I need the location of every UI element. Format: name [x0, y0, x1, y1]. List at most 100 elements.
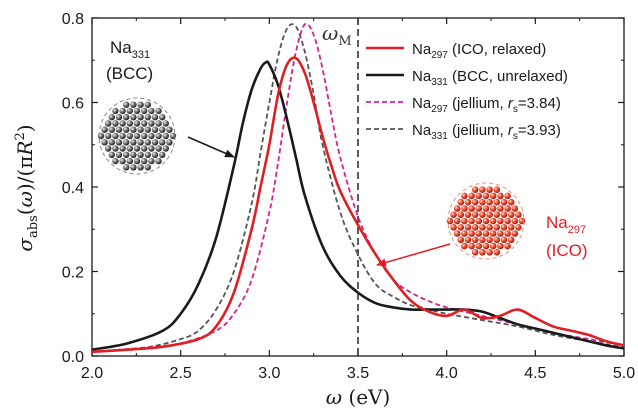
atom [130, 101, 137, 108]
atom [130, 164, 137, 171]
atom [155, 107, 162, 115]
atom [115, 139, 123, 146]
atom [497, 217, 504, 225]
atom [115, 151, 123, 158]
atom [144, 151, 151, 158]
atom [148, 132, 155, 140]
atom [482, 242, 490, 250]
atom [130, 114, 137, 121]
atom [489, 192, 497, 200]
atom [500, 211, 508, 218]
y-tick-label: 0.4 [62, 180, 84, 197]
atom [151, 139, 159, 146]
atom [155, 157, 162, 165]
atom [108, 126, 116, 133]
atom [141, 120, 148, 127]
atom [497, 192, 504, 200]
atom [119, 120, 126, 127]
atom [123, 164, 130, 171]
atom [155, 120, 162, 127]
atom [453, 205, 461, 212]
x-axis-label: ω (eV) [326, 385, 391, 409]
atom [479, 211, 486, 218]
x-tick-label: 4.5 [524, 365, 546, 382]
atom [123, 139, 130, 146]
atom [130, 151, 137, 158]
atom [450, 224, 457, 231]
y-tick-label: 0.0 [62, 349, 84, 366]
atom [144, 114, 151, 121]
atom [511, 217, 519, 225]
atom [504, 217, 511, 225]
atom [137, 114, 144, 121]
atom [141, 145, 148, 152]
atom [453, 230, 461, 237]
bcc-arrow [187, 136, 235, 158]
atom [148, 157, 155, 165]
series-line-0 [92, 56, 624, 354]
atom [112, 107, 119, 115]
atom [123, 151, 130, 158]
atom [500, 224, 508, 231]
atom [123, 101, 130, 108]
atom [471, 249, 479, 256]
atom [464, 198, 472, 206]
atom [453, 217, 461, 225]
bcc-annotation-label: Na331 [110, 38, 150, 61]
data-lines [92, 18, 624, 356]
atom [126, 145, 133, 152]
atom [468, 242, 475, 250]
atom [493, 211, 501, 218]
atom [101, 126, 108, 133]
atom [112, 120, 119, 127]
atom [159, 151, 166, 158]
atom [148, 120, 155, 127]
atom [486, 224, 493, 231]
atom [137, 126, 144, 133]
atom [108, 114, 116, 121]
atom [133, 132, 141, 140]
atom [515, 224, 522, 231]
atom [500, 236, 508, 244]
atom [486, 198, 493, 206]
y-tick-label: 0.8 [62, 11, 84, 28]
atom [119, 145, 126, 152]
bcc-cluster-inset: Na331 (BCC) [97, 38, 235, 175]
atom [507, 236, 515, 244]
atom [148, 107, 155, 115]
atom [507, 211, 515, 218]
atom [166, 139, 173, 146]
atom [141, 107, 148, 115]
ico-cluster-inset: Na297 (ICO) [376, 182, 588, 267]
atom [126, 107, 133, 115]
atom [482, 192, 490, 200]
atom [457, 224, 465, 231]
x-tick-label: 3.5 [347, 365, 369, 382]
atom [504, 242, 511, 250]
atom [159, 114, 166, 121]
legend-label-1: Na331 (BCC, unrelaxed) [412, 68, 568, 88]
atom [162, 132, 169, 140]
atom [511, 230, 519, 237]
x-tick-label: 4.0 [436, 365, 458, 382]
atom [112, 145, 119, 152]
atom [507, 198, 515, 206]
atom [108, 139, 116, 146]
atom [464, 236, 472, 244]
atom [493, 236, 501, 244]
atom [105, 120, 112, 127]
y-axis-label: σabs(ω)/(πR2) [13, 124, 41, 251]
atom [511, 205, 519, 212]
atom [123, 114, 130, 121]
legend-label-0: Na297 (ICO, relaxed) [412, 41, 546, 61]
atom [133, 157, 141, 165]
atom [475, 242, 483, 250]
atom [126, 157, 133, 165]
atom [108, 151, 116, 158]
atom [162, 120, 169, 127]
atom [137, 101, 144, 108]
atom [133, 120, 141, 127]
atom [479, 186, 486, 193]
atom [475, 192, 483, 200]
